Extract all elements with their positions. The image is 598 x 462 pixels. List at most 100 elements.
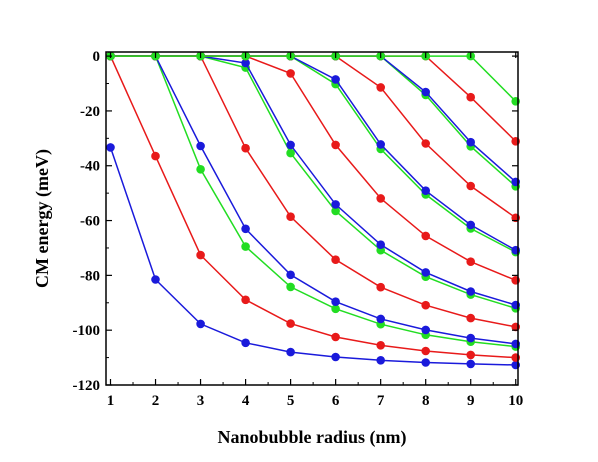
data-point [331, 206, 340, 216]
data-point [331, 200, 340, 209]
data-point [106, 143, 115, 152]
series-3 [106, 51, 520, 351]
series-2 [106, 51, 520, 362]
data-point [331, 352, 340, 362]
data-point [331, 75, 340, 84]
x-tick-label: 2 [152, 393, 160, 409]
data-point [331, 140, 340, 150]
y-tick-label: -40 [80, 159, 100, 175]
data-point [421, 358, 431, 367]
data-point [241, 295, 250, 305]
series-7 [106, 51, 520, 310]
data-point [331, 304, 340, 314]
data-point [196, 319, 205, 329]
x-tick-label: 5 [287, 393, 295, 409]
data-point [421, 346, 431, 356]
ticks-layer: 1 2 3 4 5 6 7 8 9 10 0 -20 -40 -60 -80 -100 -120 [73, 49, 524, 409]
data-point [421, 300, 431, 310]
series-6 [106, 51, 520, 313]
data-point [376, 83, 386, 92]
data-point [241, 338, 250, 348]
series-line [110, 55, 517, 187]
data-point [376, 194, 386, 203]
series-line [110, 55, 517, 219]
y-tick-label: -80 [80, 268, 100, 284]
series-line [110, 55, 516, 345]
data-point [151, 151, 160, 161]
data-point [196, 250, 205, 260]
series-line [110, 55, 516, 306]
data-point [241, 242, 250, 251]
data-point [376, 356, 386, 365]
series-line [110, 55, 517, 102]
data-point [241, 224, 250, 234]
data-point [466, 92, 476, 102]
series-layer [106, 51, 520, 370]
data-point [286, 69, 295, 78]
y-tick-label: -60 [80, 214, 100, 230]
data-point [286, 212, 295, 221]
data-point [151, 275, 160, 284]
data-point [421, 186, 431, 195]
data-point [466, 181, 476, 191]
data-point [421, 87, 431, 97]
y-tick-label: -100 [73, 323, 101, 339]
series-line [110, 55, 517, 253]
data-point [286, 148, 295, 158]
data-point [466, 333, 476, 343]
x-tick-label: 8 [422, 393, 430, 409]
data-point [376, 341, 386, 350]
y-tick-label: 0 [93, 49, 101, 65]
data-point [466, 220, 476, 230]
x-tick-label: 10 [508, 393, 523, 409]
data-point [466, 313, 476, 323]
data-point [196, 141, 205, 151]
data-point [466, 287, 476, 296]
series-line [110, 55, 517, 251]
series-line [109, 147, 516, 366]
y-tick-label: -120 [73, 378, 101, 394]
y-axis-title: CM energy (meV) [32, 149, 53, 288]
x-tick-label: 4 [242, 393, 250, 409]
data-point [286, 319, 295, 328]
data-point [286, 140, 295, 150]
data-point [241, 58, 250, 68]
series-line [109, 55, 516, 359]
data-point [376, 140, 386, 149]
x-axis-title: Nanobubble radius (nm) [217, 427, 406, 448]
data-point [331, 297, 340, 307]
data-point [376, 282, 386, 292]
plot-frame [105, 51, 519, 386]
data-point [466, 350, 476, 360]
series-13 [106, 51, 520, 187]
data-point [466, 359, 476, 369]
series-line [110, 55, 516, 281]
data-point [331, 332, 340, 342]
series-4 [106, 51, 520, 349]
data-point [286, 347, 295, 357]
x-tick-label: 1 [107, 393, 115, 409]
x-tick-label: 6 [332, 393, 340, 409]
series-11 [106, 51, 520, 223]
data-point [241, 143, 250, 153]
series-15 [106, 51, 520, 106]
data-point [421, 139, 431, 148]
data-point [286, 282, 295, 292]
y-tick-label: -20 [80, 104, 100, 120]
data-point [466, 137, 476, 147]
series-line [110, 55, 516, 348]
x-tick-label: 7 [377, 393, 385, 409]
x-tick-label: 3 [197, 393, 205, 409]
data-point [331, 255, 340, 264]
data-point [466, 257, 476, 267]
data-point [376, 240, 386, 249]
data-point [421, 231, 431, 241]
data-point [421, 268, 431, 277]
data-point [196, 165, 205, 174]
series-line [110, 55, 517, 183]
data-point [286, 270, 295, 280]
x-tick-label: 9 [467, 393, 475, 409]
series-12 [106, 51, 520, 191]
data-point [376, 314, 386, 324]
